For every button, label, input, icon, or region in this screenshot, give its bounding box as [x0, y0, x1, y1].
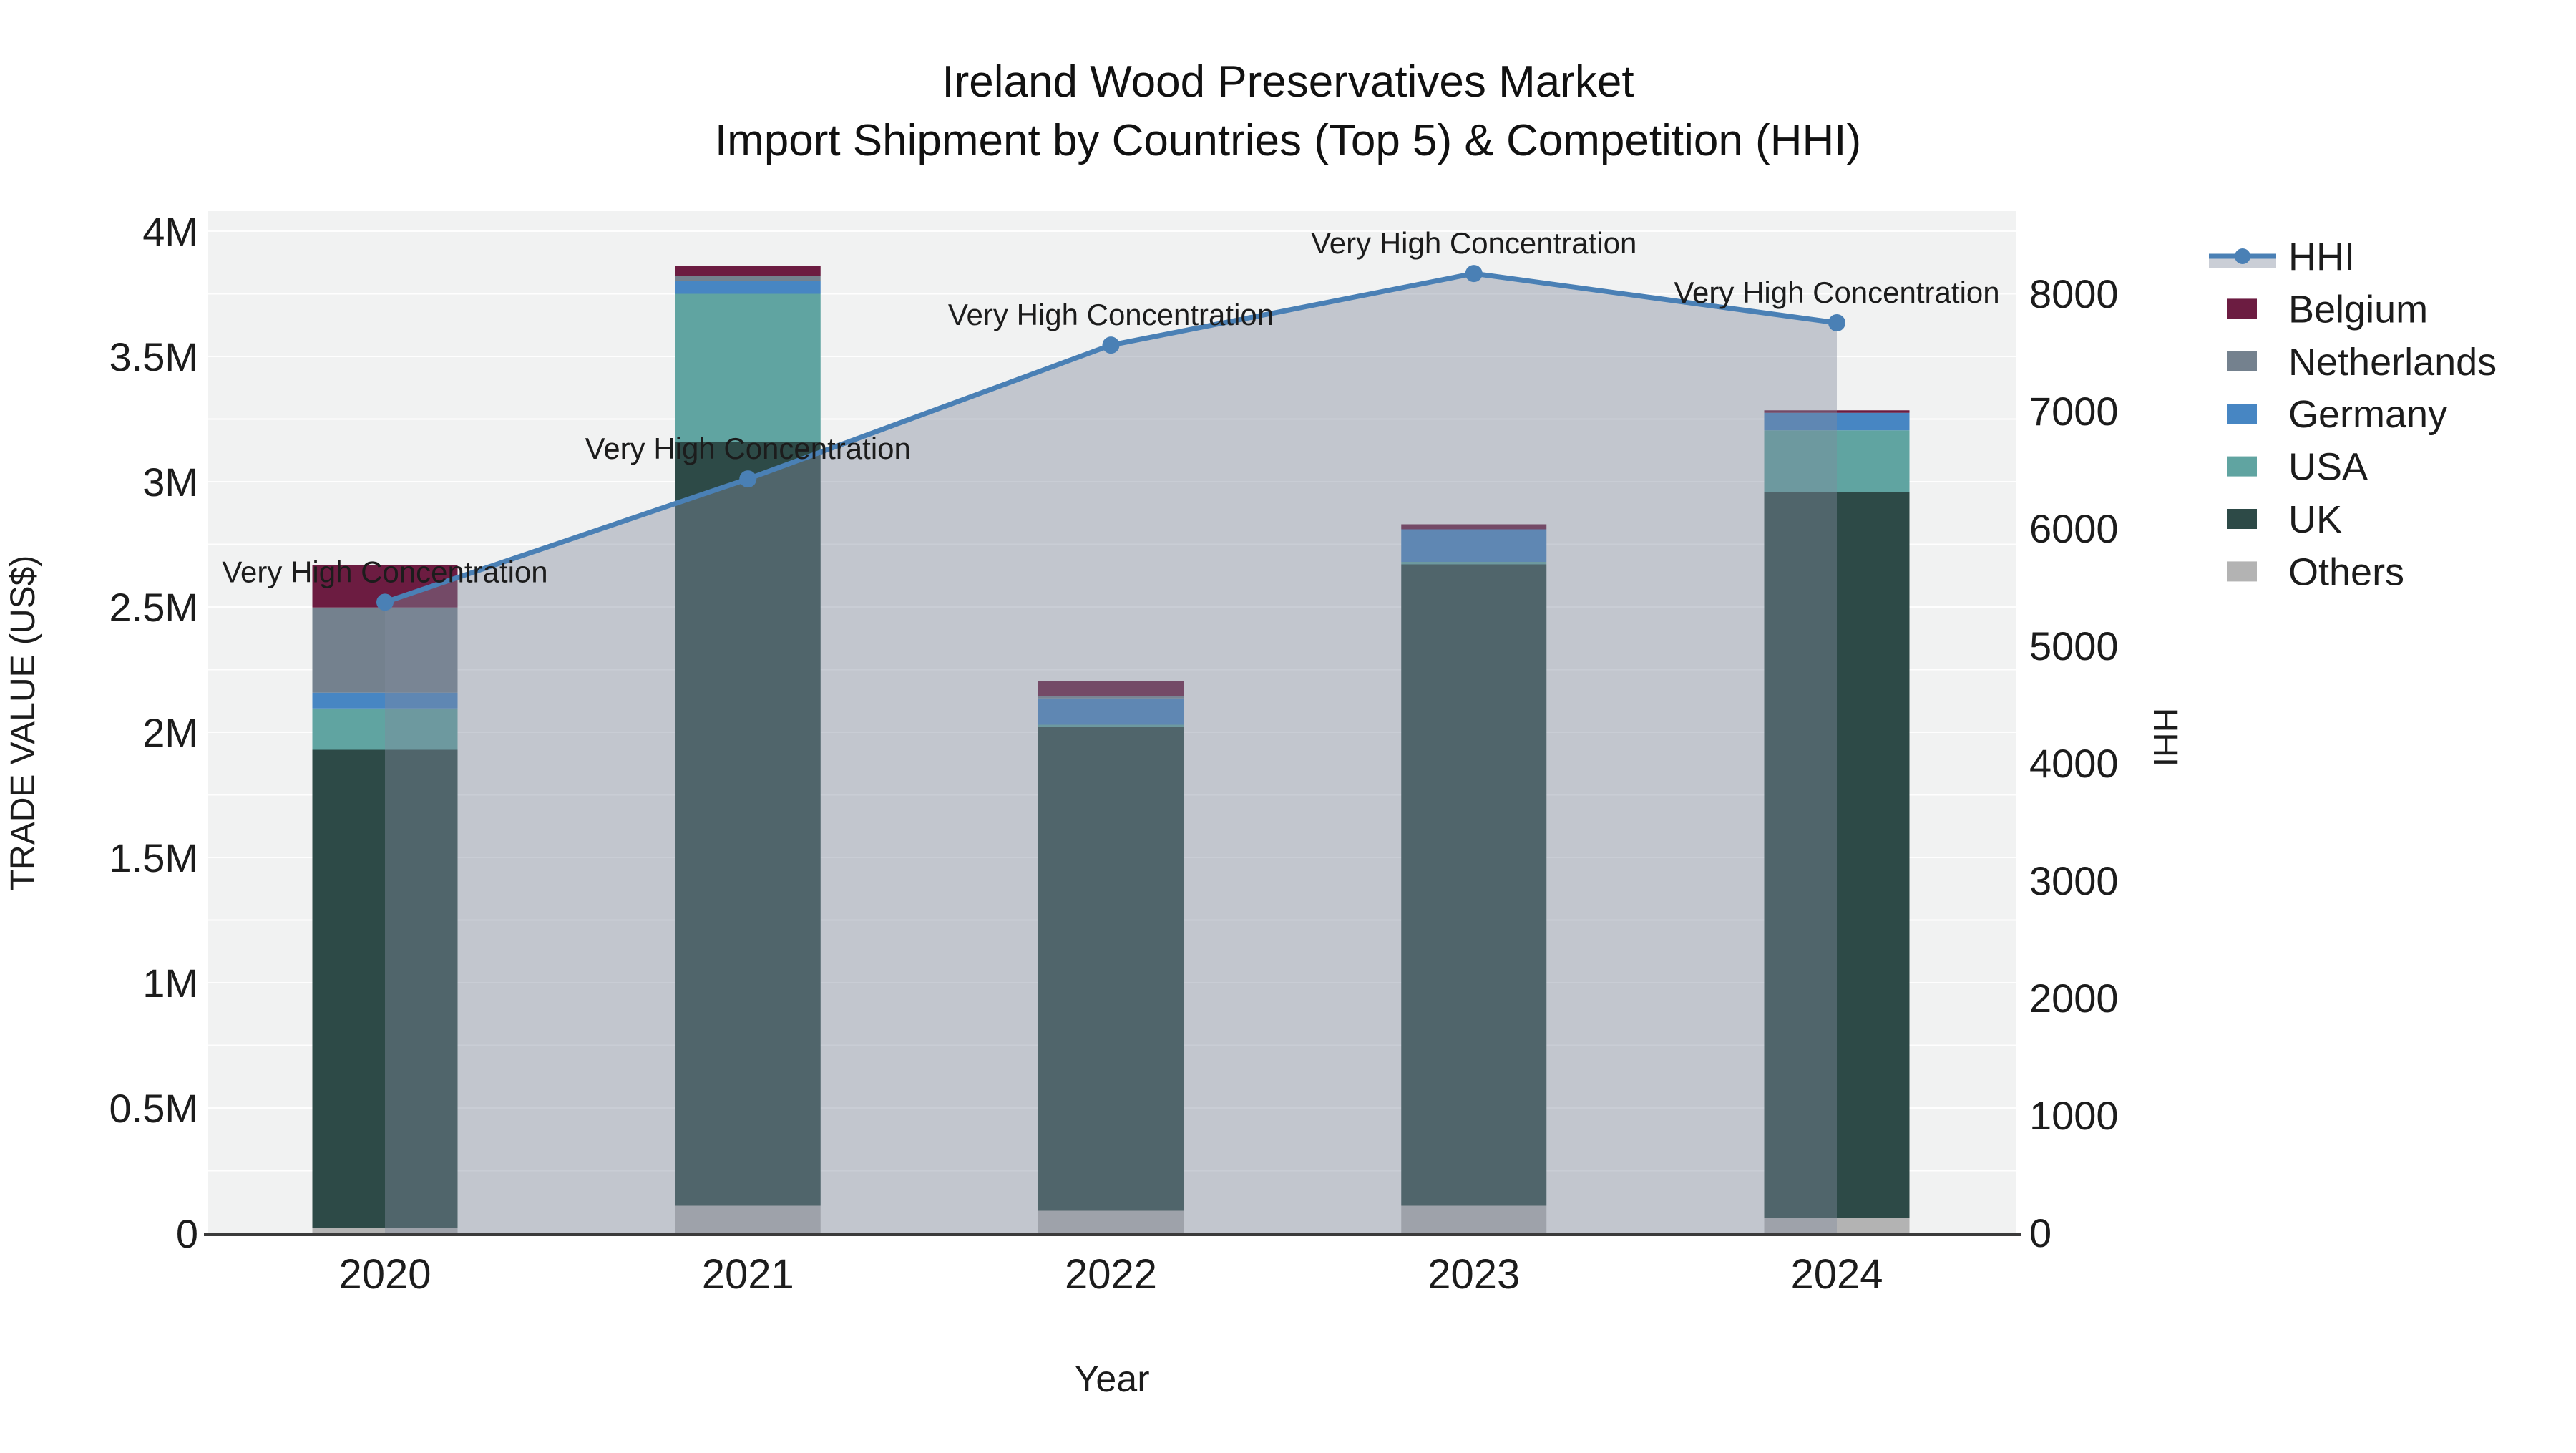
hhi-area-fill	[385, 273, 1837, 1233]
x-tick-2023: 2023	[1428, 1251, 1520, 1298]
legend-swatch-usa	[2227, 456, 2257, 477]
y-left-tick-4M: 4M	[142, 209, 198, 254]
y-right-tick-1000: 1000	[2029, 1093, 2119, 1138]
x-tick-2021: 2021	[702, 1251, 794, 1298]
bar-segment-others-2022	[1038, 1210, 1184, 1233]
bar-segment-germany-2020	[312, 692, 458, 709]
bar-2020	[312, 565, 458, 1233]
y-right-tick-3000: 3000	[2029, 858, 2119, 903]
y-right-axis-title: HHI	[2146, 708, 2184, 767]
chart-title-block: Ireland Wood Preservatives Market Import…	[0, 53, 2576, 170]
legend-item-hhi[interactable]: HHI	[2209, 235, 2355, 278]
chart-title-line2: Import Shipment by Countries (Top 5) & C…	[714, 116, 1862, 165]
annotation-2023: Very High Concentration	[1311, 226, 1636, 260]
legend-swatch-belgium	[2227, 298, 2257, 319]
bar-segment-uk-2022	[1038, 727, 1184, 1211]
bar-segment-others-2024	[1764, 1218, 1910, 1233]
bar-segment-netherlands-2021	[675, 276, 821, 281]
legend-item-netherlands[interactable]: Netherlands	[2227, 341, 2497, 384]
hhi-marker-2023	[1465, 265, 1483, 283]
y-left-axis-title: TRADE VALUE (US$)	[4, 555, 42, 891]
bar-segment-netherlands-2020	[312, 607, 458, 693]
y-right-tick-0: 0	[2029, 1210, 2051, 1255]
bar-segment-usa-2020	[312, 708, 458, 750]
bar-segment-usa-2022	[1038, 724, 1184, 727]
annotation-2021: Very High Concentration	[585, 432, 911, 465]
legend-swatch-netherlands	[2227, 351, 2257, 371]
y-right-tick-7000: 7000	[2029, 389, 2119, 434]
annotation-2024: Very High Concentration	[1674, 276, 1999, 309]
legend-hhi-marker-swatch	[2235, 248, 2250, 264]
bar-segment-usa-2024	[1764, 430, 1910, 492]
bar-2022	[1038, 681, 1184, 1233]
chart-title-line1: Ireland Wood Preservatives Market	[942, 57, 1634, 107]
legend-item-usa[interactable]: USA	[2227, 446, 2368, 489]
x-axis-title: Year	[1074, 1359, 1149, 1400]
legend-label-germany: Germany	[2288, 393, 2447, 436]
hhi-marker-2024	[1828, 314, 1845, 331]
legend: HHI Belgium Netherlands Germany USA UK Others	[2209, 235, 2497, 593]
bar-segment-belgium-2021	[675, 266, 821, 276]
bar-segment-uk-2021	[675, 442, 821, 1206]
x-tick-2024: 2024	[1790, 1251, 1883, 1298]
y-left-tick-0.5M: 0.5M	[109, 1086, 199, 1131]
bar-segment-germany-2022	[1038, 698, 1184, 725]
bar-segment-uk-2023	[1401, 564, 1547, 1206]
gridlines	[208, 230, 2016, 1172]
annotation-2022: Very High Concentration	[948, 298, 1274, 331]
x-tick-2020: 2020	[338, 1251, 431, 1298]
y-right-tick-5000: 5000	[2029, 623, 2119, 669]
legend-label-belgium: Belgium	[2288, 288, 2428, 331]
bar-segment-belgium-2022	[1038, 681, 1184, 696]
bar-segment-netherlands-2022	[1038, 696, 1184, 699]
legend-swatch-germany	[2227, 404, 2257, 424]
y-right-tick-8000: 8000	[2029, 271, 2119, 316]
legend-label-uk: UK	[2288, 498, 2342, 541]
bar-segment-others-2021	[675, 1205, 821, 1233]
legend-swatch-others	[2227, 561, 2257, 582]
bar-2024	[1764, 410, 1910, 1233]
legend-label-others: Others	[2288, 550, 2404, 593]
hhi-marker-2020	[376, 593, 394, 611]
legend-item-germany[interactable]: Germany	[2227, 393, 2447, 436]
bar-segment-usa-2023	[1401, 562, 1547, 565]
bar-segment-usa-2021	[675, 293, 821, 442]
hhi-markers	[376, 265, 1845, 611]
bar-segment-others-2023	[1401, 1205, 1547, 1233]
bar-segment-germany-2021	[675, 281, 821, 294]
hhi-marker-2022	[1102, 336, 1120, 354]
bar-segment-belgium-2023	[1401, 524, 1547, 530]
y-left-tick-0: 0	[176, 1211, 198, 1256]
bar-segment-germany-2023	[1401, 529, 1547, 562]
bars	[312, 266, 1910, 1233]
legend-item-others[interactable]: Others	[2227, 550, 2404, 593]
bar-segment-others-2020	[312, 1228, 458, 1233]
y-left-tick-1M: 1M	[142, 961, 198, 1006]
bar-segment-uk-2024	[1764, 492, 1910, 1218]
bar-segment-germany-2024	[1764, 412, 1910, 431]
y-left-tick-2M: 2M	[142, 710, 198, 755]
bar-2023	[1401, 524, 1547, 1233]
y-right-tick-4000: 4000	[2029, 741, 2119, 786]
legend-label-usa: USA	[2288, 446, 2368, 489]
bar-segment-uk-2020	[312, 749, 458, 1228]
legend-label-netherlands: Netherlands	[2288, 341, 2497, 384]
y-left-tick-1.5M: 1.5M	[109, 835, 199, 880]
y-right-tick-2000: 2000	[2029, 976, 2119, 1021]
legend-item-uk[interactable]: UK	[2227, 498, 2342, 541]
y-left-tick-3.5M: 3.5M	[109, 334, 199, 379]
legend-label-hhi: HHI	[2288, 235, 2355, 278]
hhi-marker-2021	[739, 470, 757, 488]
x-tick-2022: 2022	[1065, 1251, 1157, 1298]
bar-2021	[675, 266, 821, 1233]
y-left-tick-2.5M: 2.5M	[109, 585, 199, 630]
annotation-2020: Very High Concentration	[222, 555, 547, 588]
legend-swatch-uk	[2227, 509, 2257, 529]
legend-item-belgium[interactable]: Belgium	[2227, 288, 2428, 331]
y-right-tick-6000: 6000	[2029, 506, 2119, 551]
bar-segment-belgium-2024	[1764, 410, 1910, 413]
y-left-tick-3M: 3M	[142, 460, 198, 505]
